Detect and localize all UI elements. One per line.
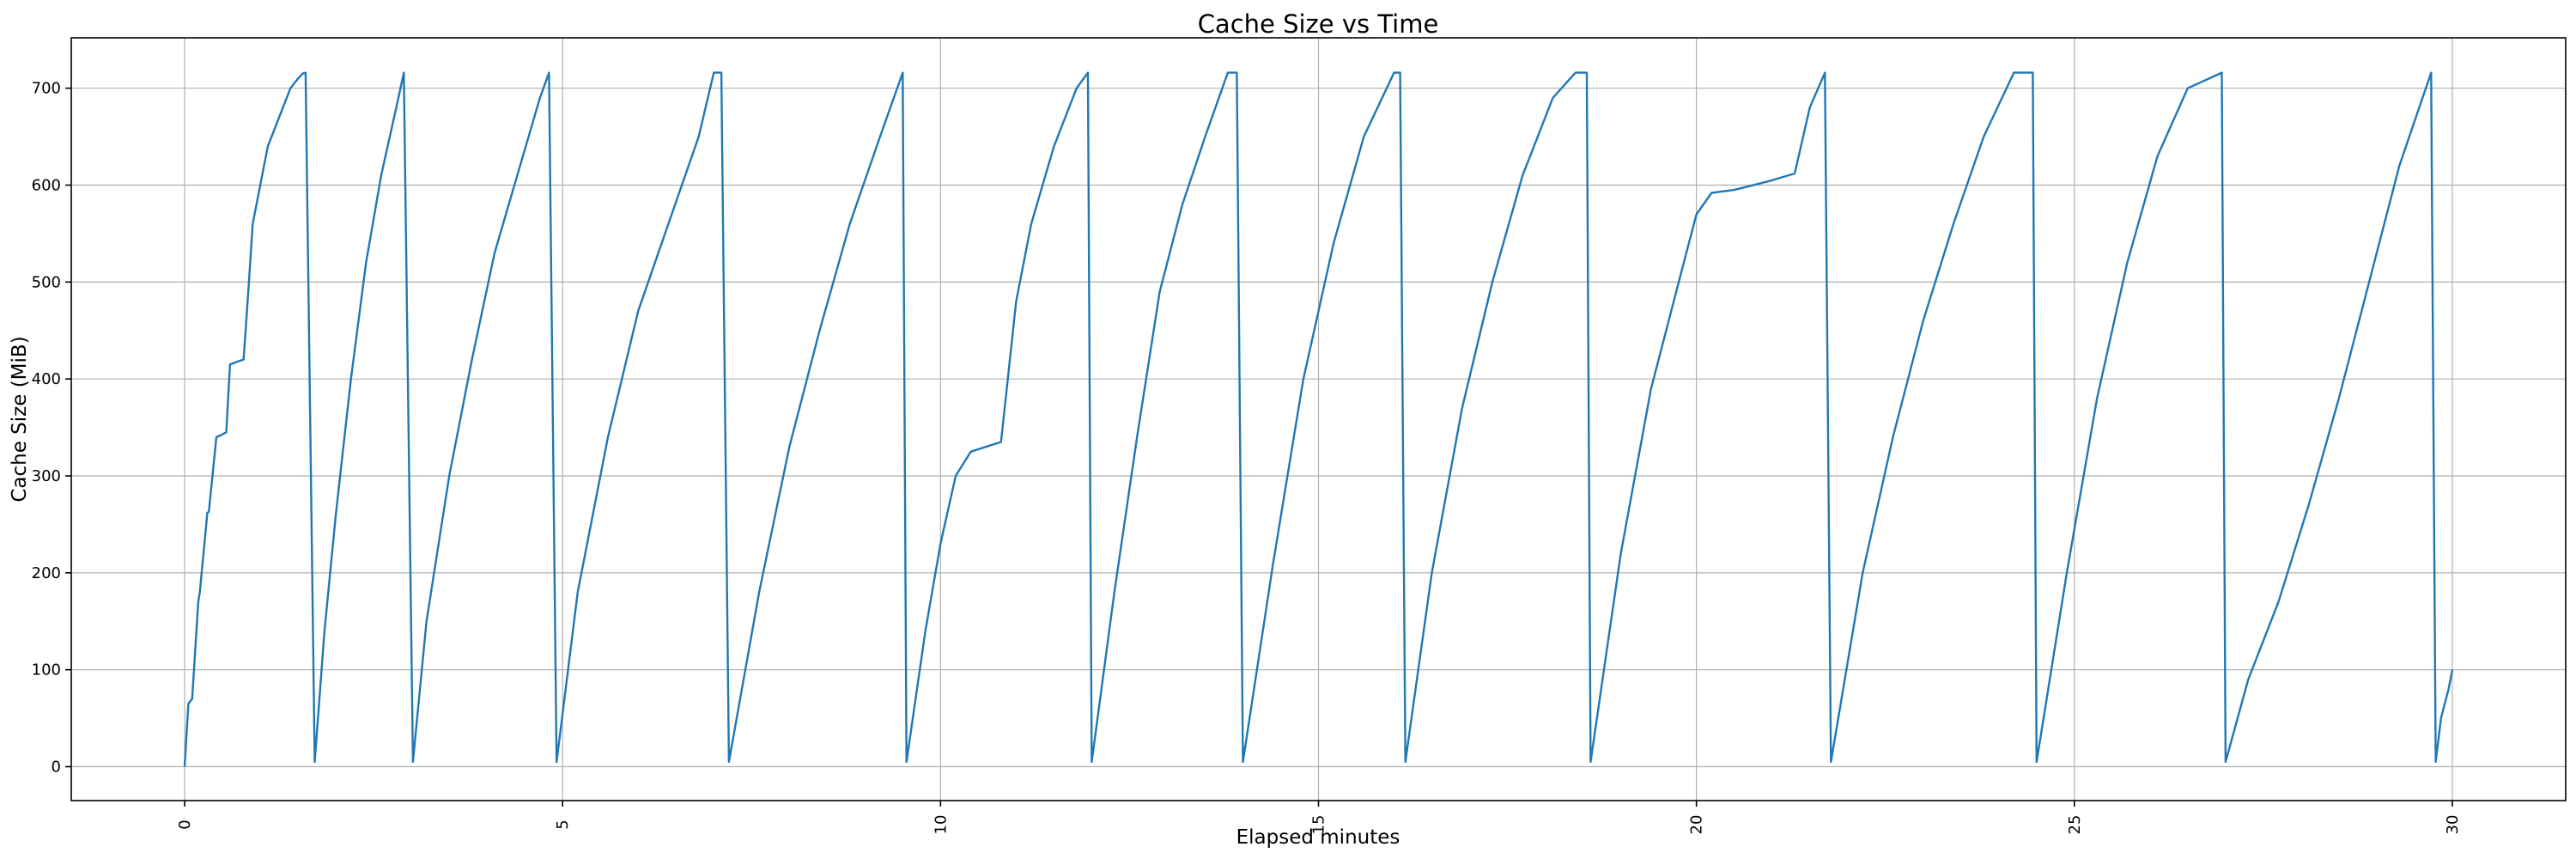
gridlines [71,38,2566,801]
x-tick-label: 10 [932,815,950,835]
x-tick-label: 20 [1688,815,1706,835]
series-layer [183,71,2454,767]
y-tick-label: 600 [32,177,61,195]
x-tick-label: 25 [2066,815,2084,835]
x-axis-ticks: 0 5 10 15 20 25 30 [176,801,2462,834]
x-tick-label: 0 [176,819,194,829]
y-tick-label: 500 [32,273,61,291]
y-tick-label: 200 [32,564,61,582]
y-axis-ticks: 0 100 200 300 400 500 600 700 [32,80,71,777]
y-tick-label: 700 [32,80,61,98]
y-axis-label: Cache Size (MiB) [9,336,31,502]
x-tick-label: 5 [554,819,572,829]
chart-title: Cache Size vs Time [1198,9,1439,39]
x-axis-label: Elapsed minutes [1236,826,1400,849]
y-tick-label: 400 [32,370,61,388]
y-tick-label: 100 [32,661,61,679]
x-tick-label: 30 [2444,815,2462,835]
cache-size-series-line [183,71,2454,767]
x-tick-label: 15 [1310,815,1328,835]
y-tick-label: 0 [52,758,61,777]
y-tick-label: 300 [32,467,61,485]
